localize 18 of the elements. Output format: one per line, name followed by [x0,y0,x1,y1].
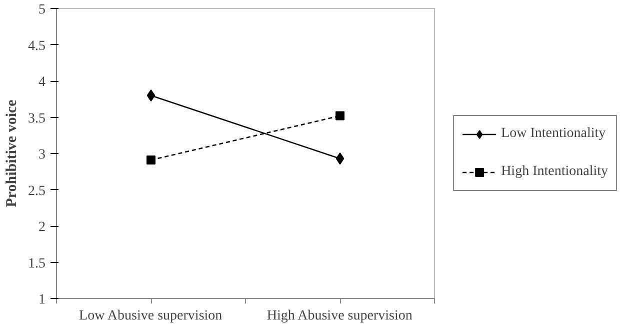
y-tick-label: 3 [38,148,46,162]
y-tick-label: 2.5 [28,184,46,199]
point [336,111,344,120]
point [336,152,344,165]
y-tick-label: 4.5 [28,38,46,54]
y-axis-title: Prohibitive voice [4,99,20,208]
legend-label: Low Intentionality [501,126,606,142]
y-tick-label: 4 [38,75,46,90]
x-tick-label: High Abusive supervision [266,308,412,324]
x-tick-label: Low Abusive supervision [79,308,222,324]
y-tick-label: 1.5 [28,256,46,272]
y-tick-label: 5 [38,2,46,18]
y-tick-label: 3.5 [28,111,46,126]
point [146,90,156,102]
legend-label: High Intentionality [501,164,608,180]
point [146,156,156,165]
y-tick-label: 2 [38,220,46,235]
y-tick-label: 1 [38,292,46,308]
